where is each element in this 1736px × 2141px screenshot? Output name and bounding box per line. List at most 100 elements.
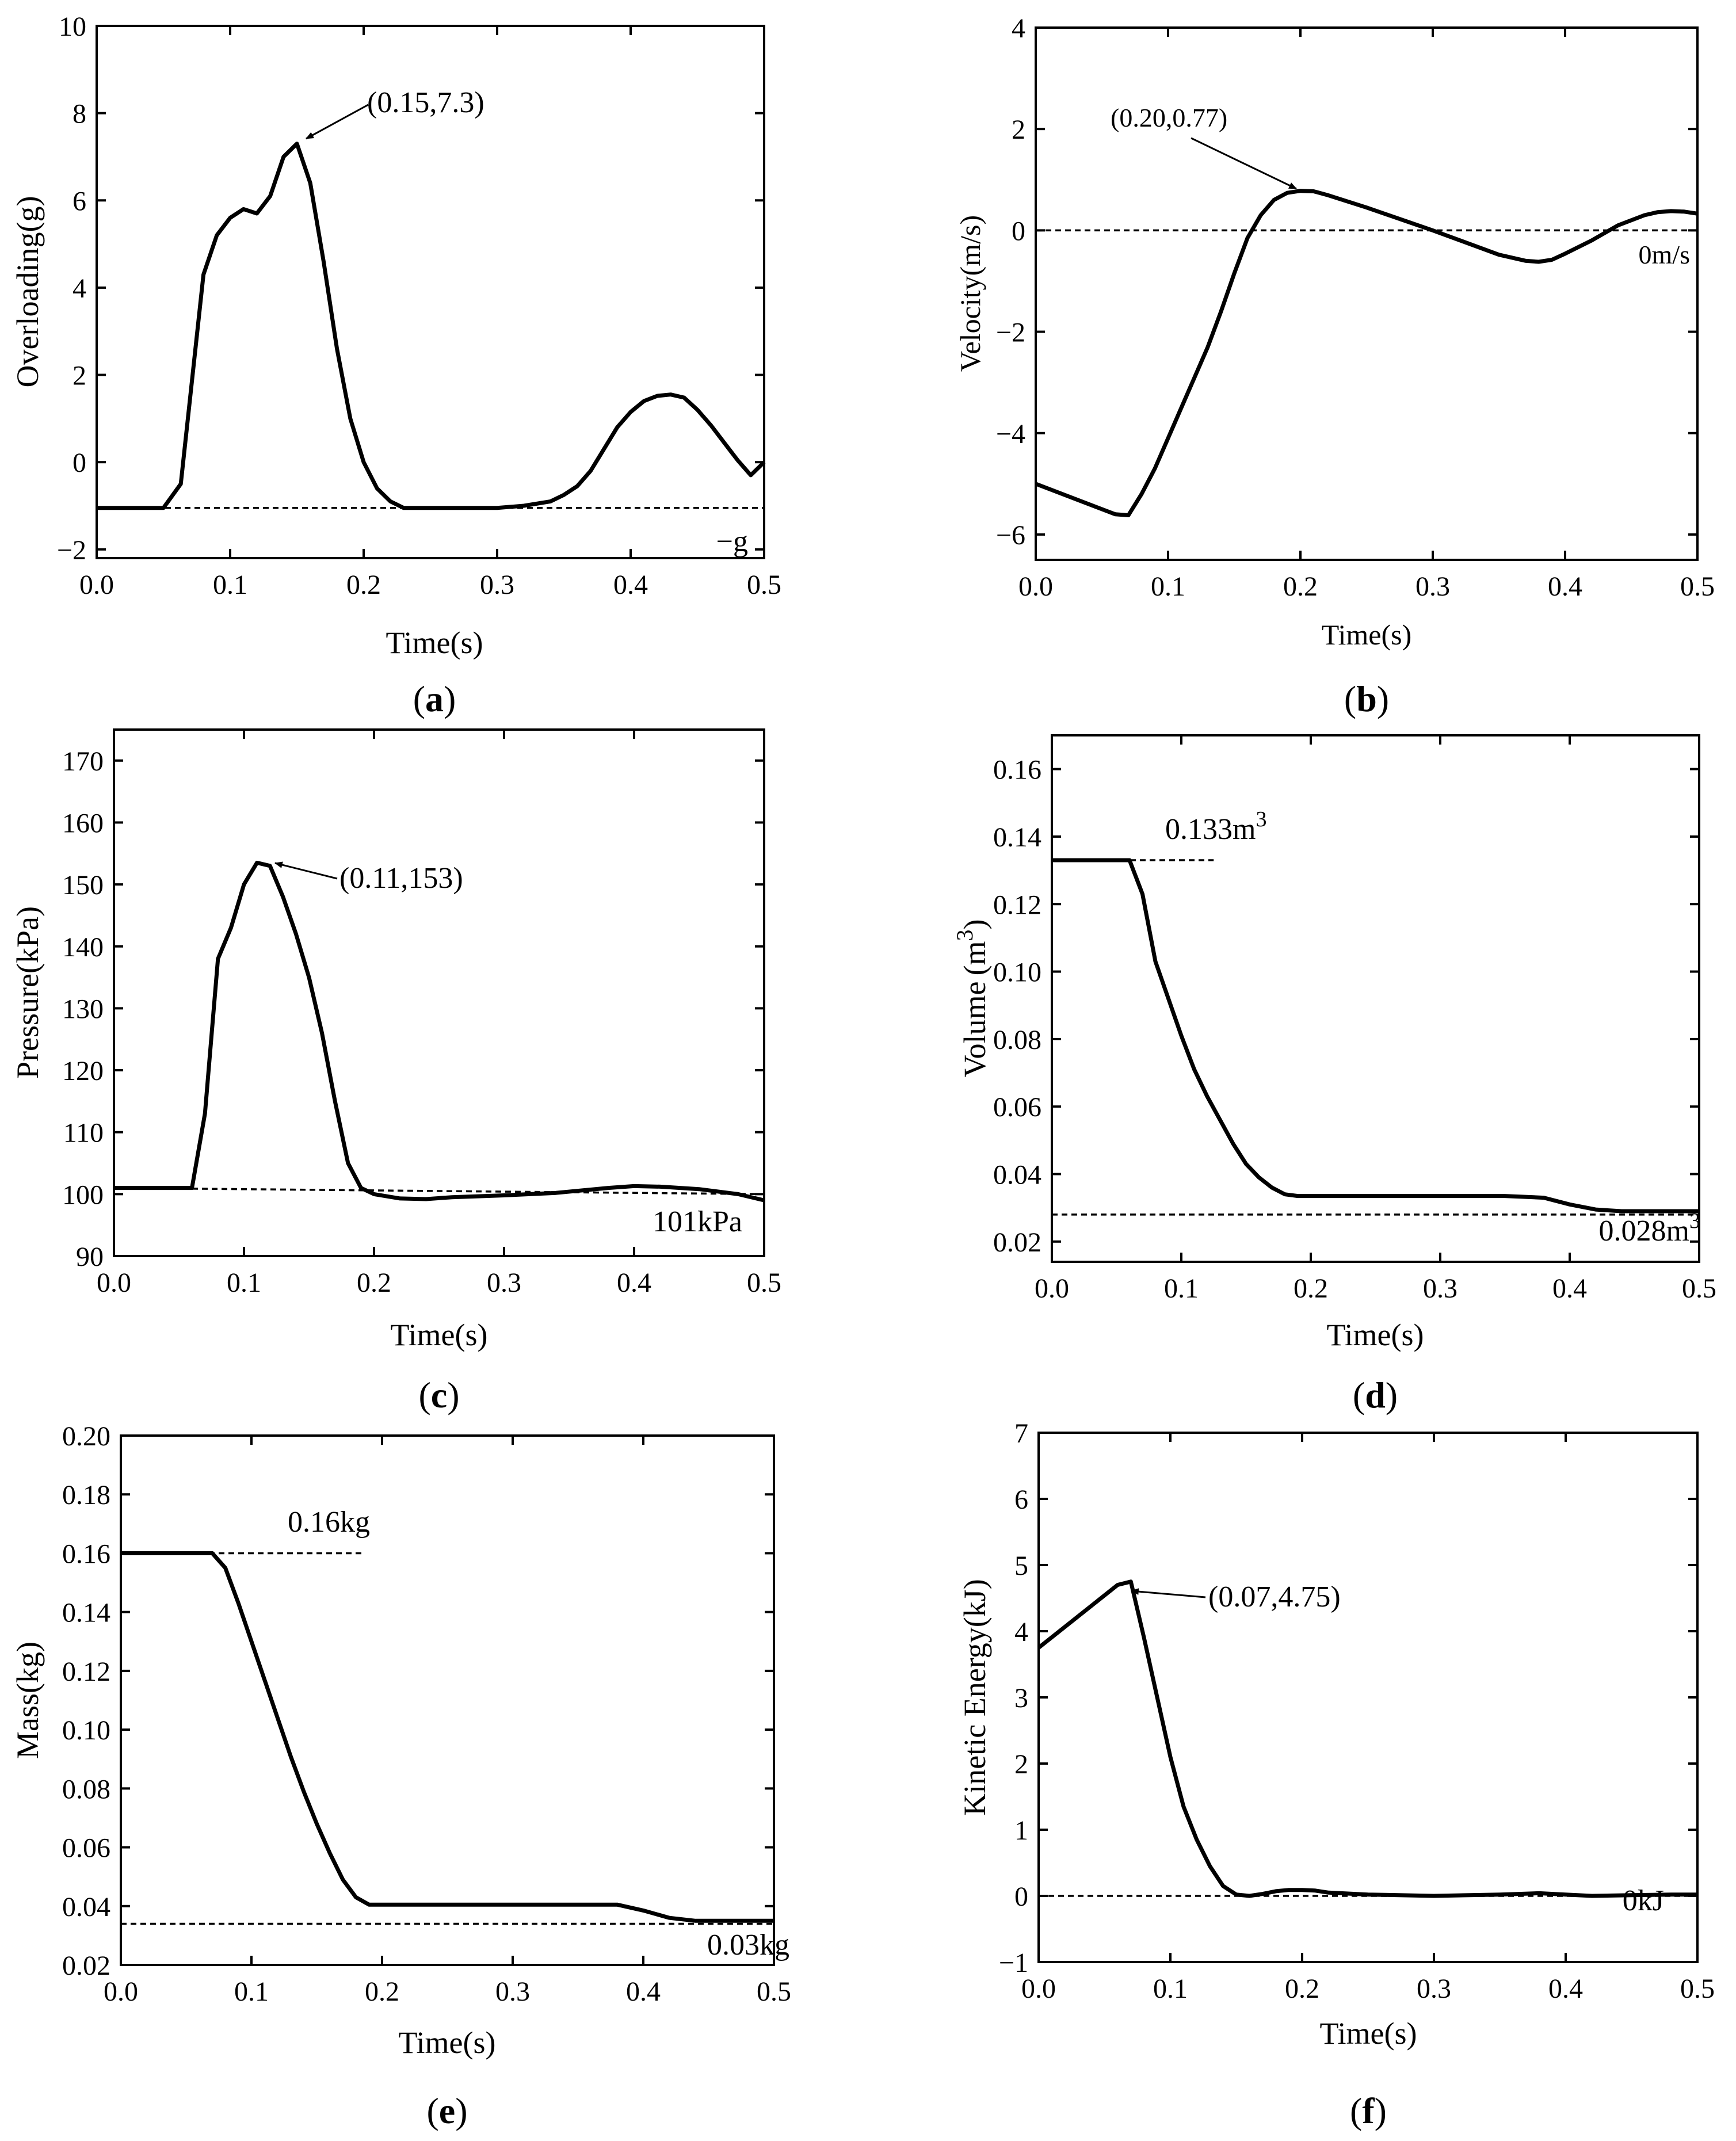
y-tick-label: 170 (62, 746, 104, 777)
y-tick-label: −1 (999, 1948, 1028, 1978)
x-axis-label: Time(s) (398, 2025, 495, 2060)
y-tick-label: 160 (62, 808, 104, 838)
x-tick-label: 0.3 (495, 1976, 530, 2007)
series-line-volume (1052, 858, 1699, 1213)
y-tick-label: −2 (996, 318, 1025, 348)
series-line-overloading (97, 142, 766, 510)
x-tick-label: 0.5 (747, 570, 781, 600)
plot-frame (1051, 734, 1700, 1263)
y-tick-label: 100 (62, 1180, 104, 1210)
y-tick-labels: −2 0 2 4 6 8 10 (57, 12, 86, 566)
x-tick-label: 0.2 (1285, 1974, 1319, 2004)
y-tick-label: −4 (996, 419, 1025, 449)
y-tick-label: 0.10 (62, 1715, 110, 1746)
x-axis-label: Time(s) (386, 625, 483, 660)
y-tick-label: 2 (73, 361, 86, 391)
panel-caption: (f) (1350, 2090, 1387, 2131)
y-tick-label: 0.14 (62, 1598, 110, 1628)
y-tick-label: 0.16 (62, 1539, 110, 1569)
x-tick-label: 0.3 (1417, 1974, 1451, 2004)
series-line-kinetic-energy (1037, 1579, 1697, 1898)
y-axis-label: Mass(kg) (10, 1642, 45, 1759)
x-tick-label: 0.4 (1548, 571, 1582, 602)
tick-marks (1037, 1432, 1699, 1963)
y-axis-label: Velocity(m/s) (954, 215, 986, 372)
tick-marks (120, 1434, 775, 1966)
y-tick-label: 2 (1014, 1749, 1028, 1780)
x-tick-labels: 0.0 0.1 0.2 0.3 0.4 0.5 (1035, 1273, 1716, 1304)
y-tick-label: 130 (62, 994, 104, 1024)
x-tick-label: 0.1 (1164, 1273, 1199, 1304)
y-tick-label: 150 (62, 870, 104, 900)
x-tick-labels: 0.0 0.1 0.2 0.3 0.4 0.5 (97, 1268, 781, 1298)
panel-d: 0.0 0.1 0.2 0.3 0.4 0.5 0.020.040.060.080.100… (952, 734, 1716, 1415)
series-line-mass (121, 1551, 774, 1923)
panel-b: 0.0 0.1 0.2 0.3 0.4 0.5 −6 −4 −2 0 2 4 (0.20,0.77)… (954, 13, 1715, 719)
y-tick-label: 0.08 (62, 1774, 110, 1804)
y-tick-label: 4 (1014, 1617, 1028, 1647)
panel-caption: (a) (413, 678, 456, 719)
x-tick-label: 0.0 (1021, 1974, 1056, 2004)
x-tick-label: 0.3 (1415, 571, 1450, 602)
y-tick-label: 0 (73, 448, 86, 478)
x-tick-label: 0.0 (97, 1268, 131, 1298)
y-tick-label: 0.12 (62, 1657, 110, 1687)
annotation-arrow (305, 104, 369, 140)
x-tick-label: 0.4 (1548, 1974, 1583, 2004)
reference-line (113, 1186, 765, 1196)
x-tick-label: 0.2 (346, 570, 381, 600)
x-axis-label: Time(s) (1319, 2016, 1417, 2051)
reference-label-upper: 0.16kg (288, 1506, 370, 1539)
y-tick-label: 3 (1014, 1683, 1028, 1713)
annotation-arrow (1130, 1588, 1206, 1598)
plot-frame (1035, 26, 1699, 561)
panel-caption: (e) (426, 2090, 467, 2131)
annotation-label: (0.07,4.75) (1208, 1581, 1341, 1613)
y-tick-label: 0 (1012, 216, 1025, 246)
y-tick-label: 6 (1014, 1484, 1028, 1515)
x-tick-label: 0.4 (1552, 1273, 1587, 1304)
y-tick-labels: 90 100 110 120 130 140 150 160 170 (62, 746, 104, 1272)
panel-caption: (c) (418, 1375, 459, 1415)
y-axis-label: Pressure(kPa) (10, 906, 45, 1079)
reference-lines (113, 1186, 765, 1196)
y-tick-label: 110 (63, 1118, 104, 1148)
x-tick-labels: 0.0 0.1 0.2 0.3 0.4 0.5 (79, 570, 781, 600)
y-tick-label: 0.08 (993, 1025, 1041, 1055)
y-tick-label: 0.20 (62, 1421, 110, 1452)
y-tick-label: 8 (73, 99, 86, 129)
y-tick-label: 1 (1014, 1815, 1028, 1846)
y-tick-label: 0.10 (993, 957, 1041, 988)
x-tick-label: 0.5 (1682, 1273, 1716, 1304)
y-tick-label: 0.04 (993, 1160, 1041, 1190)
series-line-velocity (1035, 189, 1698, 517)
tick-marks (1051, 735, 1700, 1262)
series-line-pressure (114, 860, 765, 1203)
y-tick-label: 10 (59, 12, 86, 42)
y-tick-label: 90 (76, 1242, 104, 1272)
reference-label: −g (716, 525, 748, 558)
annotation-arrow (274, 861, 338, 880)
x-tick-label: 0.1 (234, 1976, 269, 2007)
x-tick-label: 0.0 (79, 570, 114, 600)
x-axis-label: Time(s) (1322, 619, 1412, 651)
reference-label: 0m/s (1639, 240, 1690, 269)
y-tick-label: 0.02 (993, 1227, 1041, 1258)
x-axis-label: Time(s) (1326, 1318, 1424, 1352)
x-tick-label: 0.2 (1294, 1273, 1328, 1304)
reference-label: 101kPa (653, 1205, 742, 1238)
x-tick-label: 0.3 (1423, 1273, 1458, 1304)
x-tick-label: 0.0 (1035, 1273, 1069, 1304)
x-tick-labels: 0.0 0.1 0.2 0.3 0.4 0.5 (104, 1976, 791, 2007)
annotation-arrow (1191, 137, 1298, 190)
y-axis-label: Volume(m3) (952, 919, 992, 1078)
plot-frame (96, 25, 765, 559)
panel-caption: (d) (1353, 1375, 1398, 1415)
y-tick-label: 0.02 (62, 1951, 110, 1981)
y-tick-label: 0.04 (62, 1892, 110, 1922)
y-tick-labels: −6 −4 −2 0 2 4 (996, 13, 1025, 551)
x-tick-labels: 0.0 0.1 0.2 0.3 0.4 0.5 (1018, 571, 1715, 602)
plot-frame (120, 1434, 775, 1966)
x-tick-label: 0.3 (480, 570, 514, 600)
